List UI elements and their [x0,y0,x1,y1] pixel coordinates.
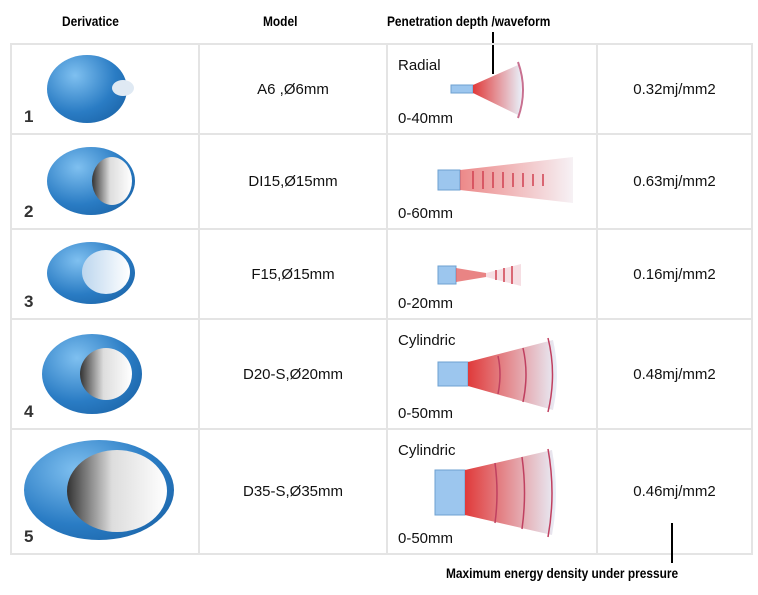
focused-waveform-icon [437,157,573,203]
waveform-cell: Cylindric 0-50mm [386,318,598,430]
transducer-image-cell: 2 [10,133,200,230]
waveform-cell: 0-20mm [386,228,598,320]
transducer-image-cell: 3 [10,228,200,320]
transducer-table: 1 A6 ,Ø6mm Radial 0-40mm 0.32mj/mm2 2 DI… [10,43,753,555]
row-number: 1 [24,107,34,126]
table-row: 4 D20-S,Ø20mm Cylindric 0-50mm 0.48mj/mm… [10,318,753,430]
wave-type: Cylindric [398,332,456,349]
radial-waveform-icon [450,61,524,119]
wave-type: Radial [398,57,441,74]
energy-cell: 0.48mj/mm2 [596,318,753,430]
table-row: 5 D35-S,Ø35mm Cylindric 0-50mm 0.46mj/mm… [10,428,753,555]
model-cell: A6 ,Ø6mm [198,43,388,135]
model-cell: D20-S,Ø20mm [198,318,388,430]
energy-cell: 0.46mj/mm2 [596,428,753,555]
energy-pointer-line [671,523,673,563]
header-derivative: Derivatice [62,13,119,29]
energy-cell: 0.63mj/mm2 [596,133,753,230]
table-row: 1 A6 ,Ø6mm Radial 0-40mm 0.32mj/mm2 [10,43,753,135]
waveform-cell: 0-60mm [386,133,598,230]
header-model: Model [263,13,298,29]
transducer-image-cell: 1 [10,43,200,135]
table-row: 3 F15,Ø15mm 0-20mm 0.16mj/mm2 [10,228,753,320]
energy-footnote: Maximum energy density under pressure [446,565,679,581]
depth-range: 0-20mm [398,295,454,312]
waveform-cell: Cylindric 0-50mm [386,428,598,555]
header-penetration: Penetration depth /waveform [387,13,551,29]
model-cell: F15,Ø15mm [198,228,388,320]
transducer-image-cell: 5 [10,428,200,555]
cylindric-waveform-icon [437,337,557,413]
row-number: 3 [24,292,34,311]
focused-waveform-icon [437,264,521,286]
cylindric-waveform-icon [434,448,556,538]
row-number: 2 [24,202,34,221]
row-number: 5 [24,527,34,546]
wave-type: Cylindric [398,442,456,459]
model-cell: DI15,Ø15mm [198,133,388,230]
table-row: 2 DI15,Ø15mm 0-60mm 0.63mj/mm2 [10,133,753,230]
depth-range: 0-40mm [398,110,454,127]
waveform-cell: Radial 0-40mm [386,43,598,135]
depth-range: 0-50mm [398,405,454,422]
row-number: 4 [24,402,34,421]
model-cell: D35-S,Ø35mm [198,428,388,555]
energy-cell: 0.16mj/mm2 [596,228,753,320]
depth-range: 0-50mm [398,530,454,547]
depth-range: 0-60mm [398,205,454,222]
energy-cell: 0.32mj/mm2 [596,43,753,135]
transducer-image-cell: 4 [10,318,200,430]
